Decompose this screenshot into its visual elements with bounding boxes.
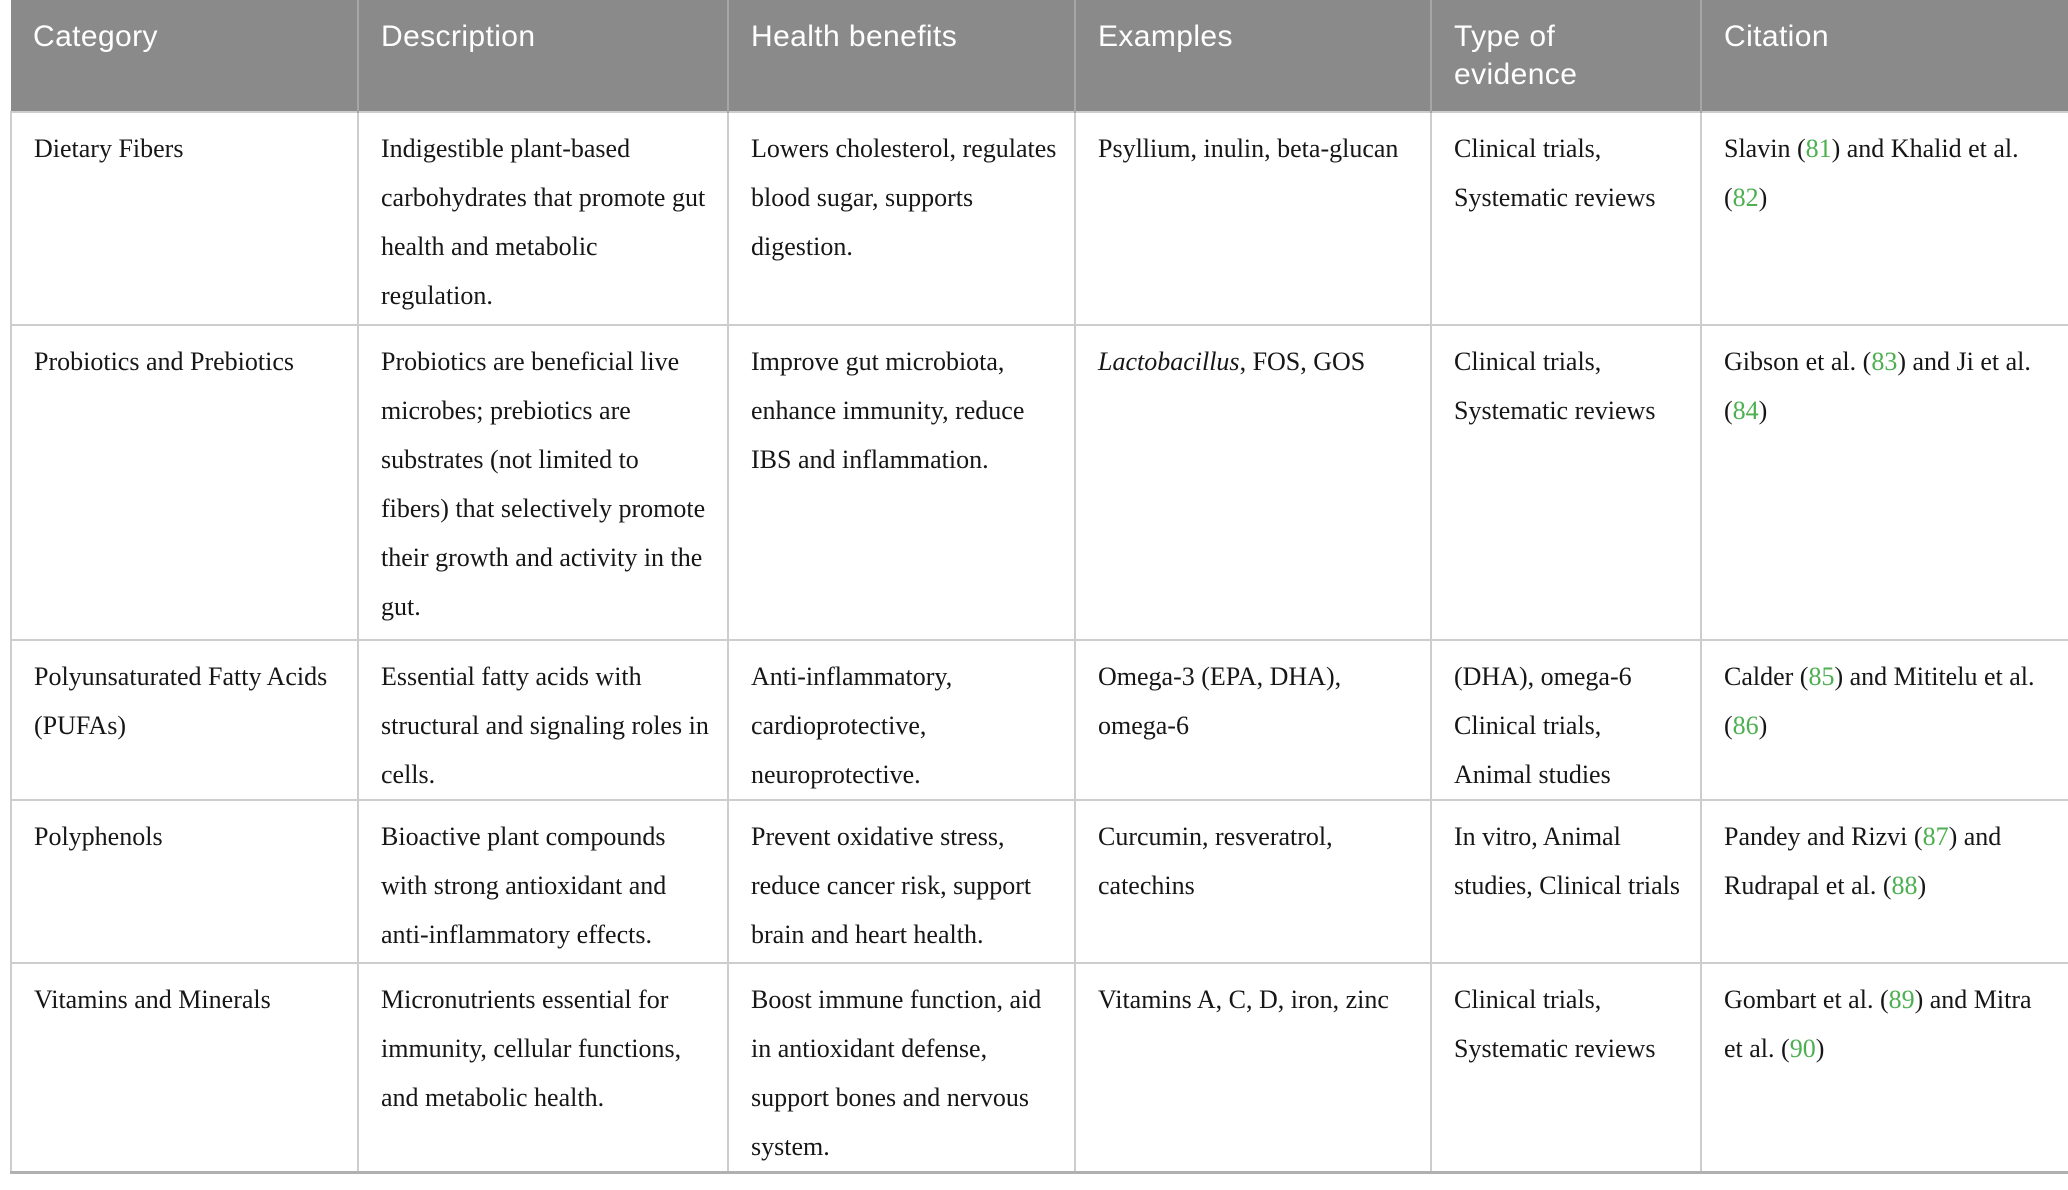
cell-type-of-evidence: Clinical trials, Systematic reviews bbox=[1430, 111, 1702, 326]
table-row-vitamins-minerals: Vitamins and Minerals Micronutrients ess… bbox=[10, 962, 2068, 1174]
text-segment: Omega-3 (EPA, DHA), omega-6 bbox=[1098, 662, 1342, 740]
cell-health-benefits: Anti-inflammatory, cardioprotective, neu… bbox=[727, 639, 1076, 801]
citation-ref-link[interactable]: 85 bbox=[1808, 662, 1835, 691]
cell-examples: Psyllium, inulin, beta-glucan bbox=[1074, 111, 1432, 326]
text-segment: ) bbox=[1815, 1034, 1825, 1063]
cell-citation: Calder (85) and Mititelu et al. (86) bbox=[1700, 639, 2068, 801]
text-segment: ) and Rudrapal et al. ( bbox=[1724, 822, 2002, 900]
cell-citation: Gombart et al. (89) and Mitra et al. (90… bbox=[1700, 962, 2068, 1174]
cell-examples: Curcumin, resveratrol, catechins bbox=[1074, 799, 1432, 964]
text-segment: ) bbox=[1917, 871, 1927, 900]
cell-health-benefits: Boost immune function, aid in antioxidan… bbox=[727, 962, 1076, 1174]
citation-ref-link[interactable]: 82 bbox=[1732, 183, 1759, 212]
cell-health-benefits: Prevent oxidative stress, reduce cancer … bbox=[727, 799, 1076, 964]
text-segment: Calder ( bbox=[1724, 662, 1809, 691]
citation-ref-link[interactable]: 83 bbox=[1871, 347, 1898, 376]
column-header-description: Description bbox=[358, 0, 729, 112]
cell-health-benefits: Improve gut microbiota, enhance immunity… bbox=[727, 324, 1076, 641]
text-segment: ) bbox=[1758, 711, 1768, 740]
functional-foods-table: Category Description Health benefits Exa… bbox=[10, 0, 2068, 1174]
table-header-row: Category Description Health benefits Exa… bbox=[11, 0, 2068, 112]
cell-health-benefits: Lowers cholesterol, regulates blood suga… bbox=[727, 111, 1076, 326]
text-segment: Vitamins A, C, D, iron, zinc bbox=[1098, 985, 1389, 1014]
citation-ref-link[interactable]: 86 bbox=[1732, 711, 1759, 740]
citation-ref-link[interactable]: 89 bbox=[1888, 985, 1915, 1014]
cell-type-of-evidence: Clinical trials, Systematic reviews bbox=[1430, 962, 1702, 1174]
column-header-category: Category bbox=[11, 0, 359, 112]
text-segment: ) bbox=[1758, 396, 1768, 425]
text-segment: Pandey and Rizvi ( bbox=[1724, 822, 1923, 851]
cell-category: Vitamins and Minerals bbox=[10, 962, 359, 1174]
column-header-examples: Examples bbox=[1075, 0, 1432, 112]
cell-category: Polyunsaturated Fatty Acids (PUFAs) bbox=[10, 639, 359, 801]
cell-category: Polyphenols bbox=[10, 799, 359, 964]
citation-ref-link[interactable]: 84 bbox=[1732, 396, 1759, 425]
citation-ref-link[interactable]: 81 bbox=[1805, 134, 1832, 163]
cell-category: Probiotics and Prebiotics bbox=[10, 324, 359, 641]
text-segment: ) bbox=[1758, 183, 1768, 212]
text-segment: Curcumin, resveratrol, catechins bbox=[1098, 822, 1333, 900]
text-segment: Psyllium, inulin, beta-glucan bbox=[1098, 134, 1399, 163]
cell-description: Micronutrients essential for immunity, c… bbox=[357, 962, 729, 1174]
cell-citation: Gibson et al. (83) and Ji et al. (84) bbox=[1700, 324, 2068, 641]
column-header-type-of-evidence: Type of evidence bbox=[1431, 0, 1702, 112]
text-segment: , FOS, GOS bbox=[1239, 347, 1366, 376]
cell-citation: Pandey and Rizvi (87) and Rudrapal et al… bbox=[1700, 799, 2068, 964]
text-segment: Gombart et al. ( bbox=[1724, 985, 1889, 1014]
cell-type-of-evidence: (DHA), omega-6 Clinical trials, Animal s… bbox=[1430, 639, 1702, 801]
cell-description: Essential fatty acids with structural an… bbox=[357, 639, 729, 801]
text-segment: Slavin ( bbox=[1724, 134, 1806, 163]
text-segment: ) and Khalid et al. ( bbox=[1724, 134, 2019, 212]
cell-description: Probiotics are beneficial live microbes;… bbox=[357, 324, 729, 641]
citation-ref-link[interactable]: 90 bbox=[1789, 1034, 1816, 1063]
cell-category: Dietary Fibers bbox=[10, 111, 359, 326]
text-segment: ) and Mititelu et al. ( bbox=[1724, 662, 2035, 740]
table-row-pufas: Polyunsaturated Fatty Acids (PUFAs) Esse… bbox=[10, 639, 2068, 801]
cell-citation: Slavin (81) and Khalid et al. (82) bbox=[1700, 111, 2068, 326]
column-header-citation: Citation bbox=[1701, 0, 2068, 112]
cell-type-of-evidence: In vitro, Animal studies, Clinical trial… bbox=[1430, 799, 1702, 964]
table-row-polyphenols: Polyphenols Bioactive plant compounds wi… bbox=[10, 799, 2068, 964]
cell-examples: Vitamins A, C, D, iron, zinc bbox=[1074, 962, 1432, 1174]
citation-ref-link[interactable]: 88 bbox=[1891, 871, 1918, 900]
cell-description: Bioactive plant compounds with strong an… bbox=[357, 799, 729, 964]
species-name-italic: Lactobacillus bbox=[1098, 347, 1240, 376]
text-segment: ) and Ji et al. ( bbox=[1724, 347, 2031, 425]
text-segment: Gibson et al. ( bbox=[1724, 347, 1872, 376]
table-row-probiotics-prebiotics: Probiotics and Prebiotics Probiotics are… bbox=[10, 324, 2068, 641]
column-header-health-benefits: Health benefits bbox=[728, 0, 1076, 112]
cell-examples: Lactobacillus, FOS, GOS bbox=[1074, 324, 1432, 641]
citation-ref-link[interactable]: 87 bbox=[1922, 822, 1949, 851]
table-row-dietary-fibers: Dietary Fibers Indigestible plant-based … bbox=[10, 111, 2068, 326]
cell-examples: Omega-3 (EPA, DHA), omega-6 bbox=[1074, 639, 1432, 801]
cell-type-of-evidence: Clinical trials, Systematic reviews bbox=[1430, 324, 1702, 641]
text-segment: ) and Mitra et al. ( bbox=[1724, 985, 2032, 1063]
cell-description: Indigestible plant-based carbohydrates t… bbox=[357, 111, 729, 326]
